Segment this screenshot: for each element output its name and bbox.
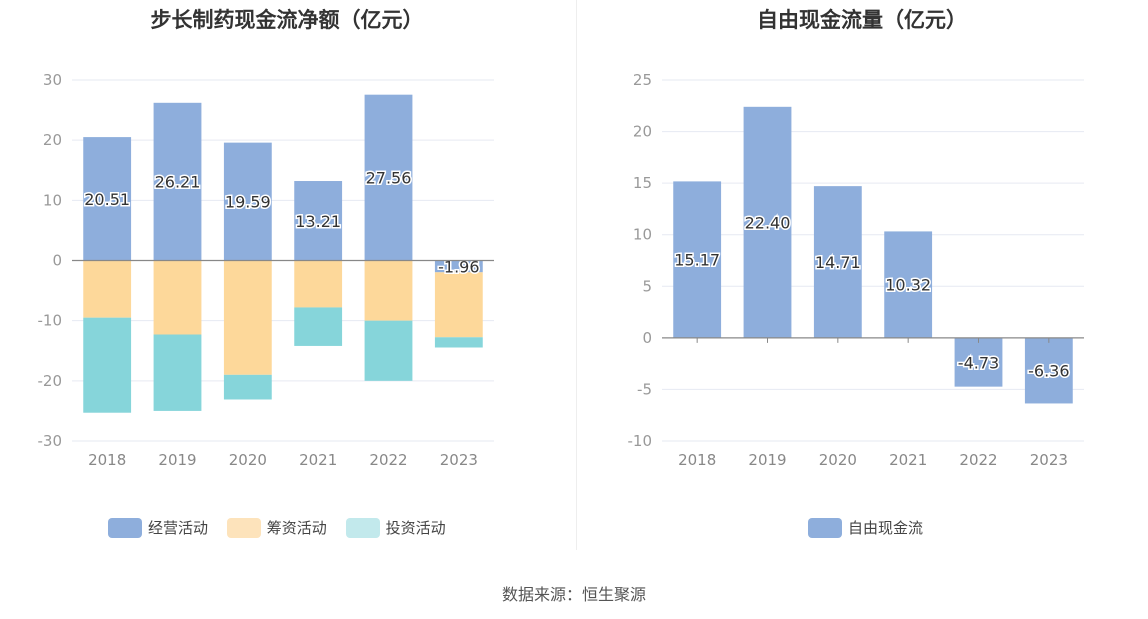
- legend-swatch: [226, 517, 261, 538]
- y-tick-label: -10: [38, 312, 63, 330]
- data-source: 数据来源：恒生聚源: [501, 585, 646, 604]
- bar-2019: [153, 334, 202, 411]
- chart1-title: 步长制药现金流净额（亿元）: [150, 8, 424, 32]
- data-label: 22.40: [745, 213, 791, 232]
- bar-2020: [223, 142, 272, 261]
- bar-2022: [954, 337, 1003, 387]
- bar-2022: [364, 260, 413, 321]
- bar-2022: [364, 320, 413, 381]
- bar-2020: [223, 374, 272, 400]
- x-tick-label: 2022: [369, 451, 407, 469]
- y-tick-label: 15: [633, 174, 652, 192]
- chart1-legend: 经营活动 筹资活动 投资活动: [108, 517, 460, 542]
- bar-2021: [884, 231, 933, 338]
- y-tick-label: 10: [633, 226, 652, 244]
- y-tick-label: -30: [38, 432, 63, 450]
- x-tick-label: 2021: [299, 451, 337, 469]
- legend-swatch: [808, 517, 842, 538]
- bar-2019: [153, 260, 202, 335]
- chart2-title: 自由现金流量（亿元）: [757, 8, 967, 32]
- data-label: 26.21: [155, 173, 201, 192]
- bar-2019: [153, 102, 202, 261]
- x-tick-label: 2018: [88, 451, 126, 469]
- x-tick-label: 2021: [889, 451, 927, 469]
- y-tick-label: 20: [43, 131, 62, 149]
- bar-2018: [83, 260, 132, 318]
- bar-2020: [223, 260, 272, 375]
- bar-2018: [673, 181, 722, 338]
- y-tick-label: 0: [52, 252, 62, 270]
- bar-2023: [1024, 337, 1073, 404]
- x-tick-label: 2022: [959, 451, 997, 469]
- x-tick-label: 2020: [229, 451, 267, 469]
- y-tick-label: 25: [633, 71, 652, 89]
- bar-2018: [83, 317, 132, 413]
- panel-divider: [576, 0, 577, 550]
- chart1-plot: 30 20 10 0 -10 -20 -30 2018 20.51 2019 26.21 2020 19…: [38, 71, 494, 469]
- y-tick-label: 20: [633, 123, 652, 141]
- x-tick-label: 2019: [748, 451, 786, 469]
- y-tick-label: -20: [38, 372, 63, 390]
- y-tick-label: 0: [642, 329, 652, 347]
- data-label: 10.32: [885, 276, 931, 295]
- y-tick-label: -10: [628, 432, 653, 450]
- bar-2022: [364, 94, 413, 261]
- y-tick-label: -5: [637, 380, 652, 398]
- legend-item-financing[interactable]: 筹资活动: [226, 517, 327, 538]
- bar-2021: [294, 307, 343, 346]
- y-tick-label: 10: [43, 191, 62, 209]
- bar-2023: [434, 272, 483, 338]
- legend-item-investing[interactable]: 投资活动: [345, 517, 446, 538]
- data-label: 19.59: [225, 193, 271, 212]
- legend-swatch: [108, 517, 142, 538]
- chart2-legend: 自由现金流: [808, 517, 937, 542]
- legend-label: 自由现金流: [848, 519, 924, 537]
- data-label: 13.21: [295, 212, 341, 231]
- chart2-plot: 25 20 15 10 5 0 -5 -10 2018 15.17 2019 22.40 2020 14.…: [628, 71, 1084, 469]
- bar-2023: [434, 260, 483, 273]
- bar-2023: [434, 337, 483, 348]
- bar-2021: [294, 260, 343, 308]
- data-label: 15.17: [674, 251, 720, 270]
- x-tick-label: 2023: [1030, 451, 1068, 469]
- legend-item-fcf[interactable]: 自由现金流: [808, 517, 923, 538]
- x-tick-label: 2023: [440, 451, 478, 469]
- data-label: -1.96: [438, 257, 479, 276]
- x-tick-label: 2018: [678, 451, 716, 469]
- x-tick-label: 2020: [819, 451, 857, 469]
- x-tick-label: 2019: [158, 451, 196, 469]
- legend-label: 经营活动: [148, 519, 209, 537]
- bar-2020: [813, 186, 862, 338]
- bar-2021: [294, 181, 343, 261]
- data-label: 14.71: [815, 253, 861, 272]
- data-label: -6.36: [1028, 362, 1069, 381]
- legend-label: 投资活动: [385, 519, 446, 537]
- data-label: 27.56: [366, 169, 412, 188]
- legend-item-operating[interactable]: 经营活动: [108, 517, 208, 538]
- legend-label: 筹资活动: [266, 519, 327, 537]
- bar-2019: [743, 106, 792, 338]
- data-label: -4.73: [958, 353, 999, 372]
- data-label: 20.51: [84, 190, 130, 209]
- y-tick-label: 30: [43, 71, 62, 89]
- bar-2018: [83, 137, 132, 261]
- y-tick-label: 5: [642, 277, 652, 295]
- legend-swatch: [345, 517, 380, 538]
